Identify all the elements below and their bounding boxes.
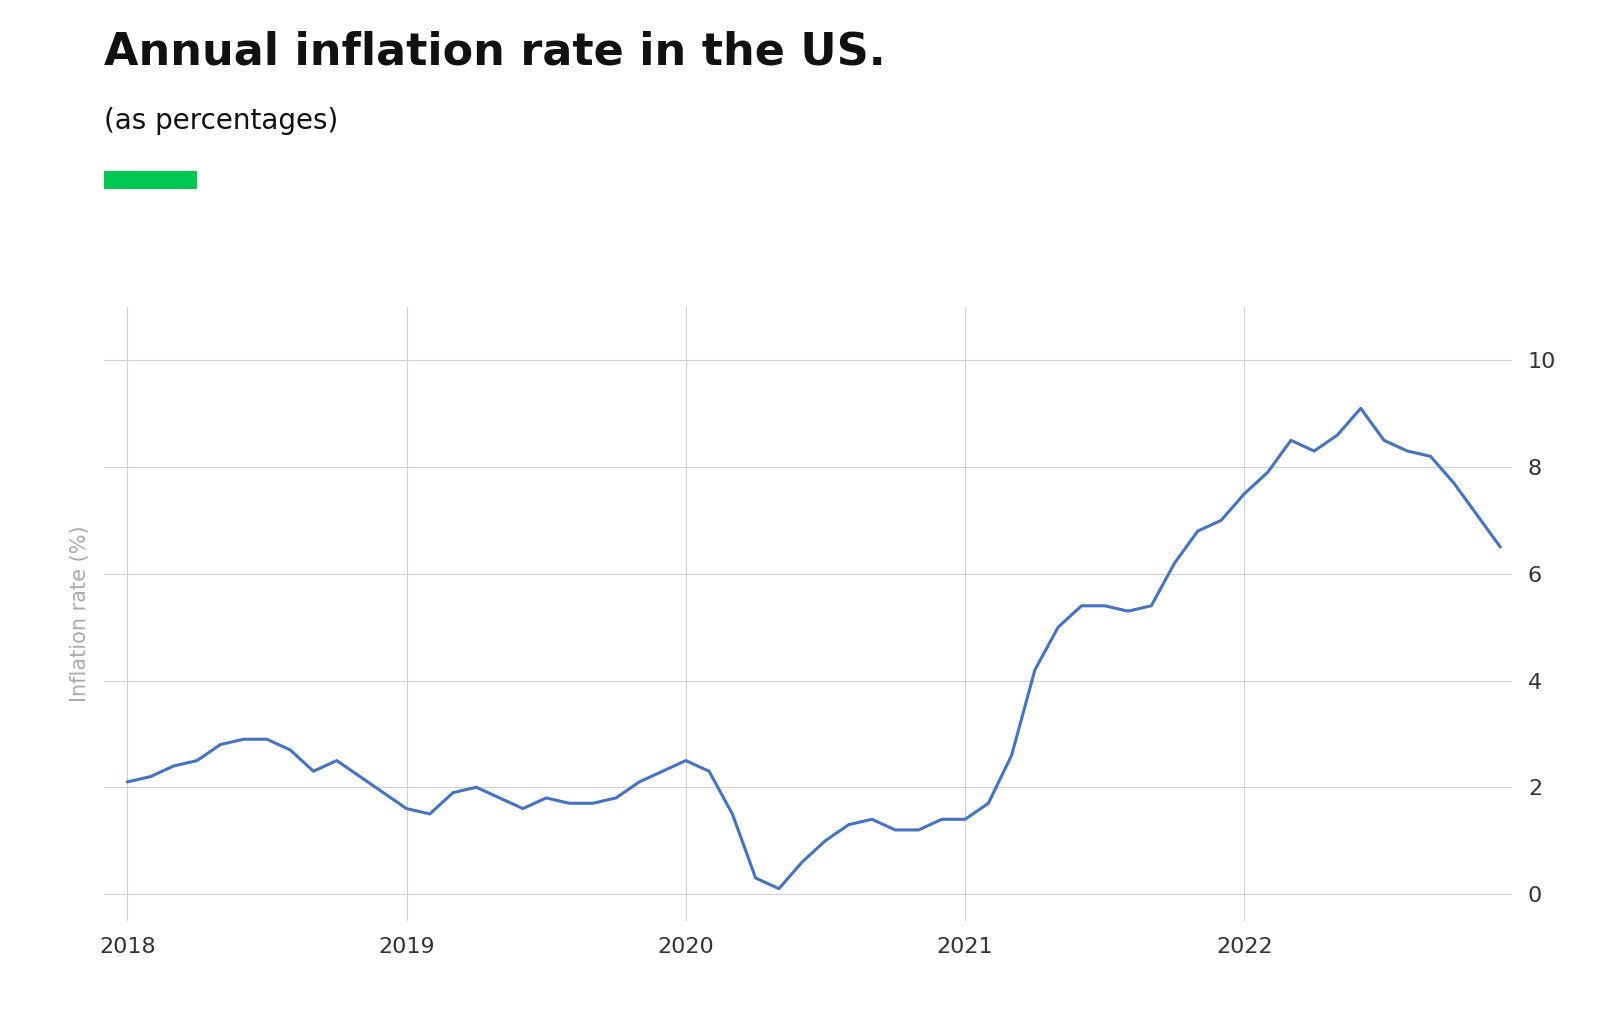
Text: Annual inflation rate in the US.: Annual inflation rate in the US. <box>104 31 886 74</box>
Y-axis label: Inflation rate (%): Inflation rate (%) <box>70 526 90 702</box>
Text: (as percentages): (as percentages) <box>104 107 338 135</box>
